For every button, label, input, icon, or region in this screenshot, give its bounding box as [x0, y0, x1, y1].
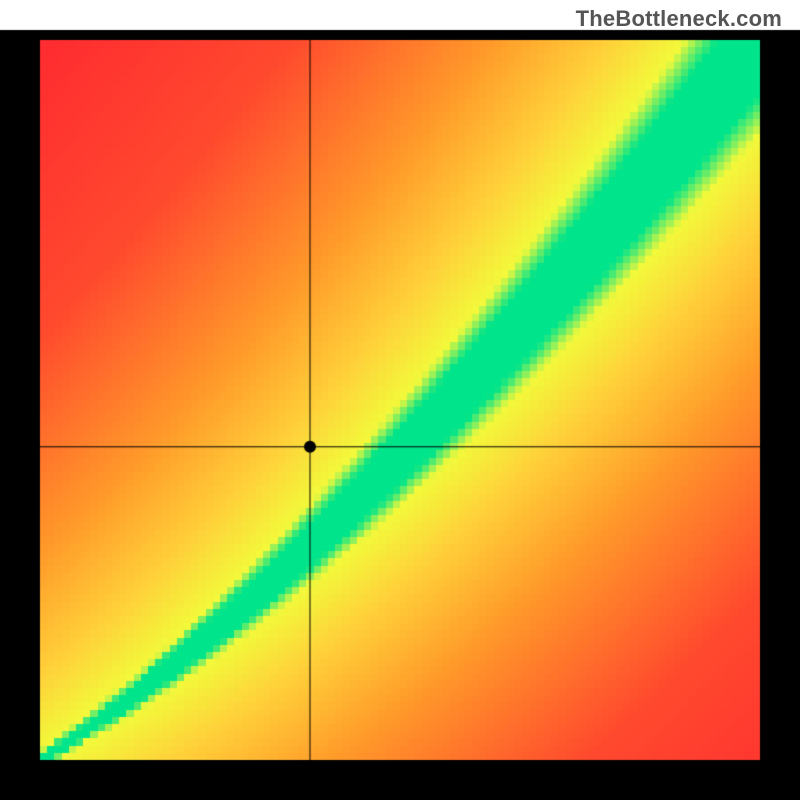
watermark-text: TheBottleneck.com: [576, 6, 782, 32]
heatmap-canvas: [0, 0, 800, 800]
chart-container: TheBottleneck.com: [0, 0, 800, 800]
